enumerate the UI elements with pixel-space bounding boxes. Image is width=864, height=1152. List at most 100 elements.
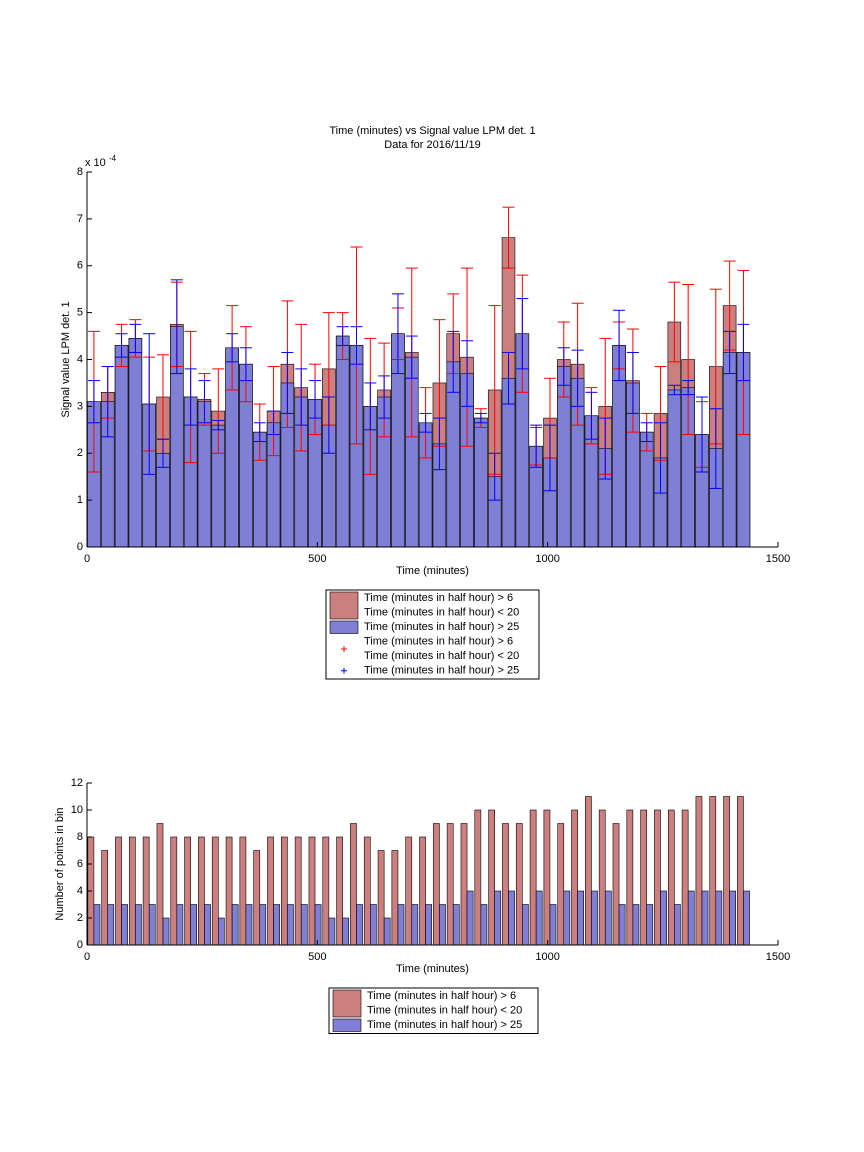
bar bbox=[101, 850, 109, 946]
bar bbox=[737, 796, 744, 946]
error-bar bbox=[157, 438, 170, 468]
error-bar bbox=[530, 424, 543, 468]
error-bar bbox=[198, 380, 211, 424]
bar bbox=[674, 904, 681, 946]
legend bbox=[328, 987, 539, 1034]
y-axis-label: Number of points in bin bbox=[54, 807, 66, 920]
y-tick-label: 6 bbox=[77, 858, 83, 870]
bar bbox=[577, 890, 584, 946]
y-tick-label: 12 bbox=[71, 777, 83, 789]
bar bbox=[314, 904, 322, 946]
bar bbox=[121, 904, 128, 946]
bar bbox=[729, 890, 737, 946]
bar bbox=[701, 890, 709, 946]
y-tick-label: 1 bbox=[77, 494, 83, 506]
bar bbox=[259, 904, 267, 946]
bar bbox=[281, 836, 288, 946]
error-bar bbox=[336, 326, 349, 346]
error-bar bbox=[378, 375, 391, 419]
bar bbox=[549, 904, 557, 946]
bar bbox=[563, 890, 571, 946]
y-tick-label: 10 bbox=[71, 804, 83, 816]
bar bbox=[474, 417, 488, 548]
y-tick-label: 6 bbox=[77, 260, 83, 272]
legend-label: Time (minutes in half hour) > 6 bbox=[367, 990, 516, 1002]
bar bbox=[287, 904, 294, 946]
bar bbox=[529, 809, 537, 946]
bar bbox=[135, 904, 142, 946]
x-tick-label: 1000 bbox=[535, 553, 559, 565]
error-bar bbox=[391, 293, 404, 375]
error-bar bbox=[585, 391, 598, 440]
y-tick-label: 0 bbox=[77, 541, 83, 553]
y-tick-label: 2 bbox=[77, 447, 83, 459]
bar bbox=[176, 904, 184, 946]
error-bar bbox=[695, 396, 708, 473]
error-bar bbox=[599, 417, 612, 480]
error-bar bbox=[170, 279, 183, 375]
bar bbox=[115, 836, 122, 946]
bar bbox=[488, 809, 495, 946]
bar bbox=[591, 890, 598, 946]
legend-label: Time (minutes in half hour) < 20 bbox=[364, 607, 519, 619]
bar bbox=[626, 809, 634, 946]
bar bbox=[245, 904, 253, 946]
error-bar bbox=[115, 333, 128, 358]
x-tick-label: 0 bbox=[84, 553, 90, 565]
bar bbox=[640, 809, 648, 946]
bar bbox=[681, 809, 689, 946]
error-bar bbox=[129, 323, 142, 353]
bar bbox=[231, 904, 239, 946]
legend-marker bbox=[341, 646, 347, 652]
bar bbox=[253, 850, 261, 946]
bar bbox=[535, 890, 543, 946]
bar bbox=[502, 823, 509, 946]
y-tick-label: 3 bbox=[77, 400, 83, 412]
y-tick-label: 4 bbox=[77, 353, 83, 365]
bar bbox=[460, 823, 468, 946]
error-bar bbox=[364, 382, 377, 431]
error-bar bbox=[682, 380, 695, 396]
error-bar bbox=[101, 366, 114, 438]
bar bbox=[328, 917, 336, 946]
bar bbox=[543, 809, 551, 946]
error-bar bbox=[461, 340, 474, 407]
legend-label: Time (minutes in half hour) > 6 bbox=[364, 592, 513, 604]
error-bar bbox=[723, 330, 736, 375]
bar bbox=[370, 904, 377, 946]
bar bbox=[522, 904, 529, 946]
error-bar bbox=[668, 281, 681, 363]
error-bar bbox=[626, 351, 639, 414]
legend-swatch bbox=[332, 1018, 362, 1032]
bar bbox=[356, 904, 363, 946]
bar bbox=[687, 890, 695, 946]
y-tick-label: 7 bbox=[77, 213, 83, 225]
bar bbox=[646, 904, 654, 946]
error-bar bbox=[143, 333, 156, 475]
bar bbox=[198, 836, 205, 946]
y-scale-label: x 10 bbox=[85, 157, 106, 169]
y-tick-label: 5 bbox=[77, 307, 83, 319]
error-bar bbox=[87, 380, 100, 424]
bar bbox=[466, 890, 474, 946]
x-tick-label: 1500 bbox=[766, 951, 790, 963]
bar bbox=[452, 904, 460, 946]
bar bbox=[335, 335, 350, 548]
error-bar bbox=[613, 309, 626, 382]
legend-swatch bbox=[329, 591, 359, 620]
y-axis-label: Signal value LPM det. 1 bbox=[60, 301, 72, 417]
bar bbox=[557, 823, 565, 946]
bar bbox=[695, 796, 703, 946]
error-bar bbox=[557, 347, 570, 386]
bar bbox=[142, 836, 150, 946]
bar bbox=[715, 890, 723, 946]
legend-swatch bbox=[329, 620, 359, 634]
bar bbox=[419, 836, 426, 946]
bar bbox=[267, 836, 274, 946]
bar bbox=[114, 345, 129, 548]
x-tick-label: 500 bbox=[308, 951, 326, 963]
y-tick-label: 8 bbox=[77, 831, 83, 843]
legend-label: Time (minutes in half hour) > 25 bbox=[367, 1019, 522, 1031]
error-bar bbox=[267, 410, 280, 435]
